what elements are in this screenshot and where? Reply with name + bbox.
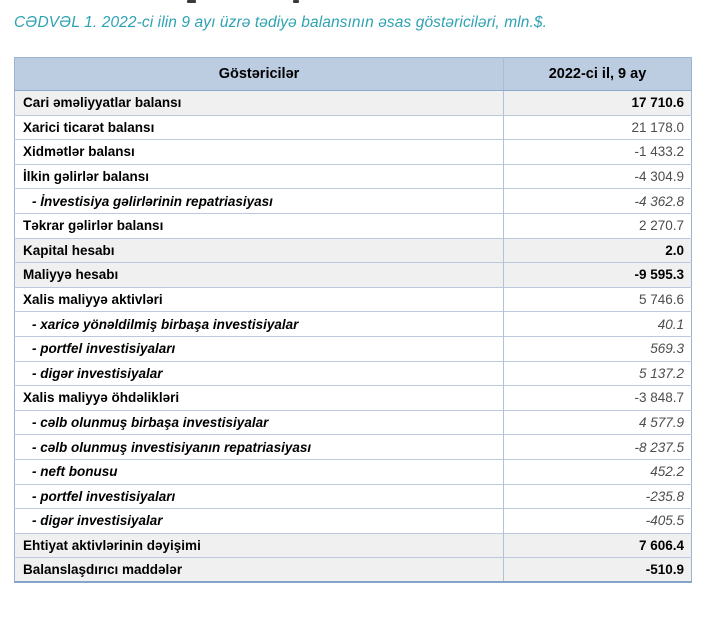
table-row: - neft bonusu 452.2 [14,458,692,484]
row-value: -4 362.8 [503,188,692,214]
table-row: Ehtiyat aktivlərinin dəyişimi 7 606.4 [14,532,692,558]
row-label: Xalis maliyyə aktivləri [14,286,504,312]
table-row: Xarici ticarət balansı 21 178.0 [14,114,692,140]
table-row: Xalis maliyyə öhdəlikləri -3 848.7 [14,385,692,411]
row-value: -1 433.2 [503,139,692,165]
row-label: Xalis maliyyə öhdəlikləri [14,385,504,411]
page-edge-artifact [293,0,299,3]
row-value: 452.2 [503,458,692,484]
row-value: 7 606.4 [503,532,692,558]
row-label: Xarici ticarət balansı [14,114,504,140]
row-value: 5 746.6 [503,286,692,312]
table-row: Xidmətlər balansı -1 433.2 [14,139,692,165]
row-value: -405.5 [503,508,692,534]
table-row: - portfel investisiyaları 569.3 [14,335,692,362]
table-body: Cari əməliyyatlar balansı 17 710.6 Xaric… [14,90,692,583]
row-value: 17 710.6 [503,90,692,116]
table-row: - portfel investisiyaları -235.8 [14,483,692,509]
table-row: Xalis maliyyə aktivləri 5 746.6 [14,286,692,312]
row-value: 21 178.0 [503,114,692,140]
row-label: - digər investisiyalar [14,508,504,534]
balance-of-payments-table: Göstəricilər 2022-ci il, 9 ay Cari əməli… [14,57,692,584]
row-label: - İnvestisiya gəlirlərinin repatriasiyas… [14,188,504,214]
table-row: Kapital hesabı 2.0 [14,237,692,263]
table-row: İlkin gəlirlər balansı -4 304.9 [14,163,692,189]
table-row: Cari əməliyyatlar balansı 17 710.6 [14,90,692,116]
row-value: -9 595.3 [503,262,692,288]
row-value: 2 270.7 [503,212,692,239]
row-label: - cəlb olunmuş birbaşa investisiyalar [14,409,504,435]
table-title: CƏDVƏL 1. 2022-ci ilin 9 ayı üzrə tədiyə… [14,14,548,31]
row-label: İlkin gəlirlər balansı [14,163,504,189]
row-value: 4 577.9 [503,409,692,435]
table-row: Balanslaşdırıcı maddələr -510.9 [14,557,692,583]
row-value: 569.3 [503,335,692,362]
row-value: -8 237.5 [503,434,692,460]
table-row: - İnvestisiya gəlirlərinin repatriasiyas… [14,188,692,214]
row-label: Təkrar gəlirlər balansı [14,212,504,239]
row-label: Xidmətlər balansı [14,139,504,165]
row-value: -4 304.9 [503,163,692,189]
row-value: -510.9 [503,557,692,583]
row-label: - digər investisiyalar [14,360,504,386]
table-row: - cəlb olunmuş birbaşa investisiyalar 4 … [14,409,692,435]
row-label: Ehtiyat aktivlərinin dəyişimi [14,532,504,558]
row-label: - xaricə yönəldilmiş birbaşa investisiya… [14,311,504,337]
table-row: - digər investisiyalar -405.5 [14,508,692,534]
header-period: 2022-ci il, 9 ay [503,57,692,91]
row-label: - portfel investisiyaları [14,483,504,509]
row-label: Maliyyə hesabı [14,262,504,288]
table-row: Təkrar gəlirlər balansı 2 270.7 [14,212,692,239]
row-value: -3 848.7 [503,385,692,411]
header-indicators: Göstəricilər [14,57,504,91]
row-label: Cari əməliyyatlar balansı [14,90,504,116]
table-row: - digər investisiyalar 5 137.2 [14,360,692,386]
header-row: Göstəricilər 2022-ci il, 9 ay [14,57,692,91]
page-edge-artifact [187,0,196,3]
table-header: Göstəricilər 2022-ci il, 9 ay [14,57,692,91]
row-value: 40.1 [503,311,692,337]
row-label: - neft bonusu [14,458,504,484]
table-row: Maliyyə hesabı -9 595.3 [14,262,692,288]
table-row: - cəlb olunmuş investisiyanın repatriasi… [14,434,692,460]
row-label: - portfel investisiyaları [14,335,504,362]
row-label: Balanslaşdırıcı maddələr [14,557,504,583]
row-label: - cəlb olunmuş investisiyanın repatriasi… [14,434,504,460]
row-value: 5 137.2 [503,360,692,386]
row-value: -235.8 [503,483,692,509]
table-row: - xaricə yönəldilmiş birbaşa investisiya… [14,311,692,337]
row-value: 2.0 [503,237,692,263]
row-label: Kapital hesabı [14,237,504,263]
